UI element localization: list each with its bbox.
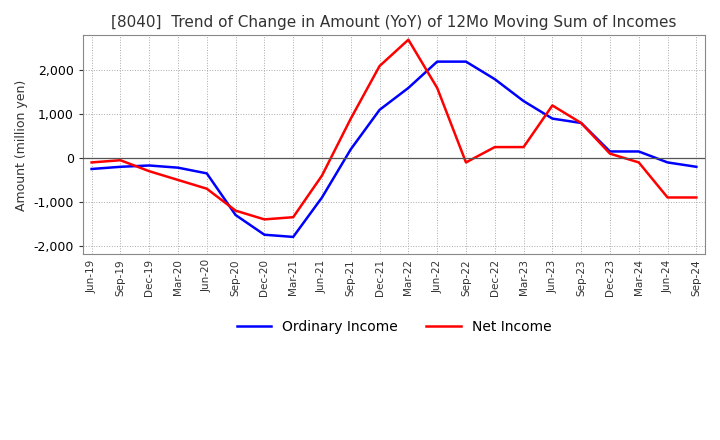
Net Income bbox=[289, 215, 297, 220]
Ordinary Income bbox=[202, 171, 211, 176]
Ordinary Income bbox=[692, 164, 701, 169]
Net Income bbox=[462, 160, 470, 165]
Net Income bbox=[692, 195, 701, 200]
Ordinary Income bbox=[260, 232, 269, 237]
Net Income bbox=[404, 37, 413, 42]
Net Income bbox=[663, 195, 672, 200]
Net Income bbox=[634, 160, 643, 165]
Ordinary Income bbox=[318, 195, 326, 200]
Net Income bbox=[231, 208, 240, 213]
Net Income bbox=[174, 177, 182, 183]
Net Income bbox=[318, 173, 326, 178]
Net Income bbox=[606, 151, 614, 156]
Net Income bbox=[548, 103, 557, 108]
Legend: Ordinary Income, Net Income: Ordinary Income, Net Income bbox=[231, 315, 557, 340]
Ordinary Income bbox=[462, 59, 470, 64]
Ordinary Income bbox=[116, 164, 125, 169]
Ordinary Income bbox=[577, 120, 585, 125]
Ordinary Income bbox=[289, 234, 297, 239]
Ordinary Income bbox=[519, 99, 528, 104]
Ordinary Income bbox=[174, 165, 182, 170]
Line: Ordinary Income: Ordinary Income bbox=[91, 62, 696, 237]
Ordinary Income bbox=[548, 116, 557, 121]
Ordinary Income bbox=[490, 77, 499, 82]
Net Income bbox=[202, 186, 211, 191]
Ordinary Income bbox=[433, 59, 441, 64]
Ordinary Income bbox=[87, 166, 96, 172]
Net Income bbox=[490, 144, 499, 150]
Net Income bbox=[116, 158, 125, 163]
Net Income bbox=[87, 160, 96, 165]
Net Income bbox=[260, 217, 269, 222]
Ordinary Income bbox=[375, 107, 384, 113]
Y-axis label: Amount (million yen): Amount (million yen) bbox=[15, 79, 28, 210]
Ordinary Income bbox=[606, 149, 614, 154]
Ordinary Income bbox=[634, 149, 643, 154]
Ordinary Income bbox=[145, 163, 153, 168]
Net Income bbox=[145, 169, 153, 174]
Net Income bbox=[433, 85, 441, 91]
Line: Net Income: Net Income bbox=[91, 40, 696, 220]
Net Income bbox=[519, 144, 528, 150]
Net Income bbox=[346, 116, 355, 121]
Ordinary Income bbox=[346, 147, 355, 152]
Net Income bbox=[375, 63, 384, 69]
Ordinary Income bbox=[231, 213, 240, 218]
Ordinary Income bbox=[404, 85, 413, 91]
Ordinary Income bbox=[663, 160, 672, 165]
Title: [8040]  Trend of Change in Amount (YoY) of 12Mo Moving Sum of Incomes: [8040] Trend of Change in Amount (YoY) o… bbox=[111, 15, 677, 30]
Net Income bbox=[577, 120, 585, 125]
